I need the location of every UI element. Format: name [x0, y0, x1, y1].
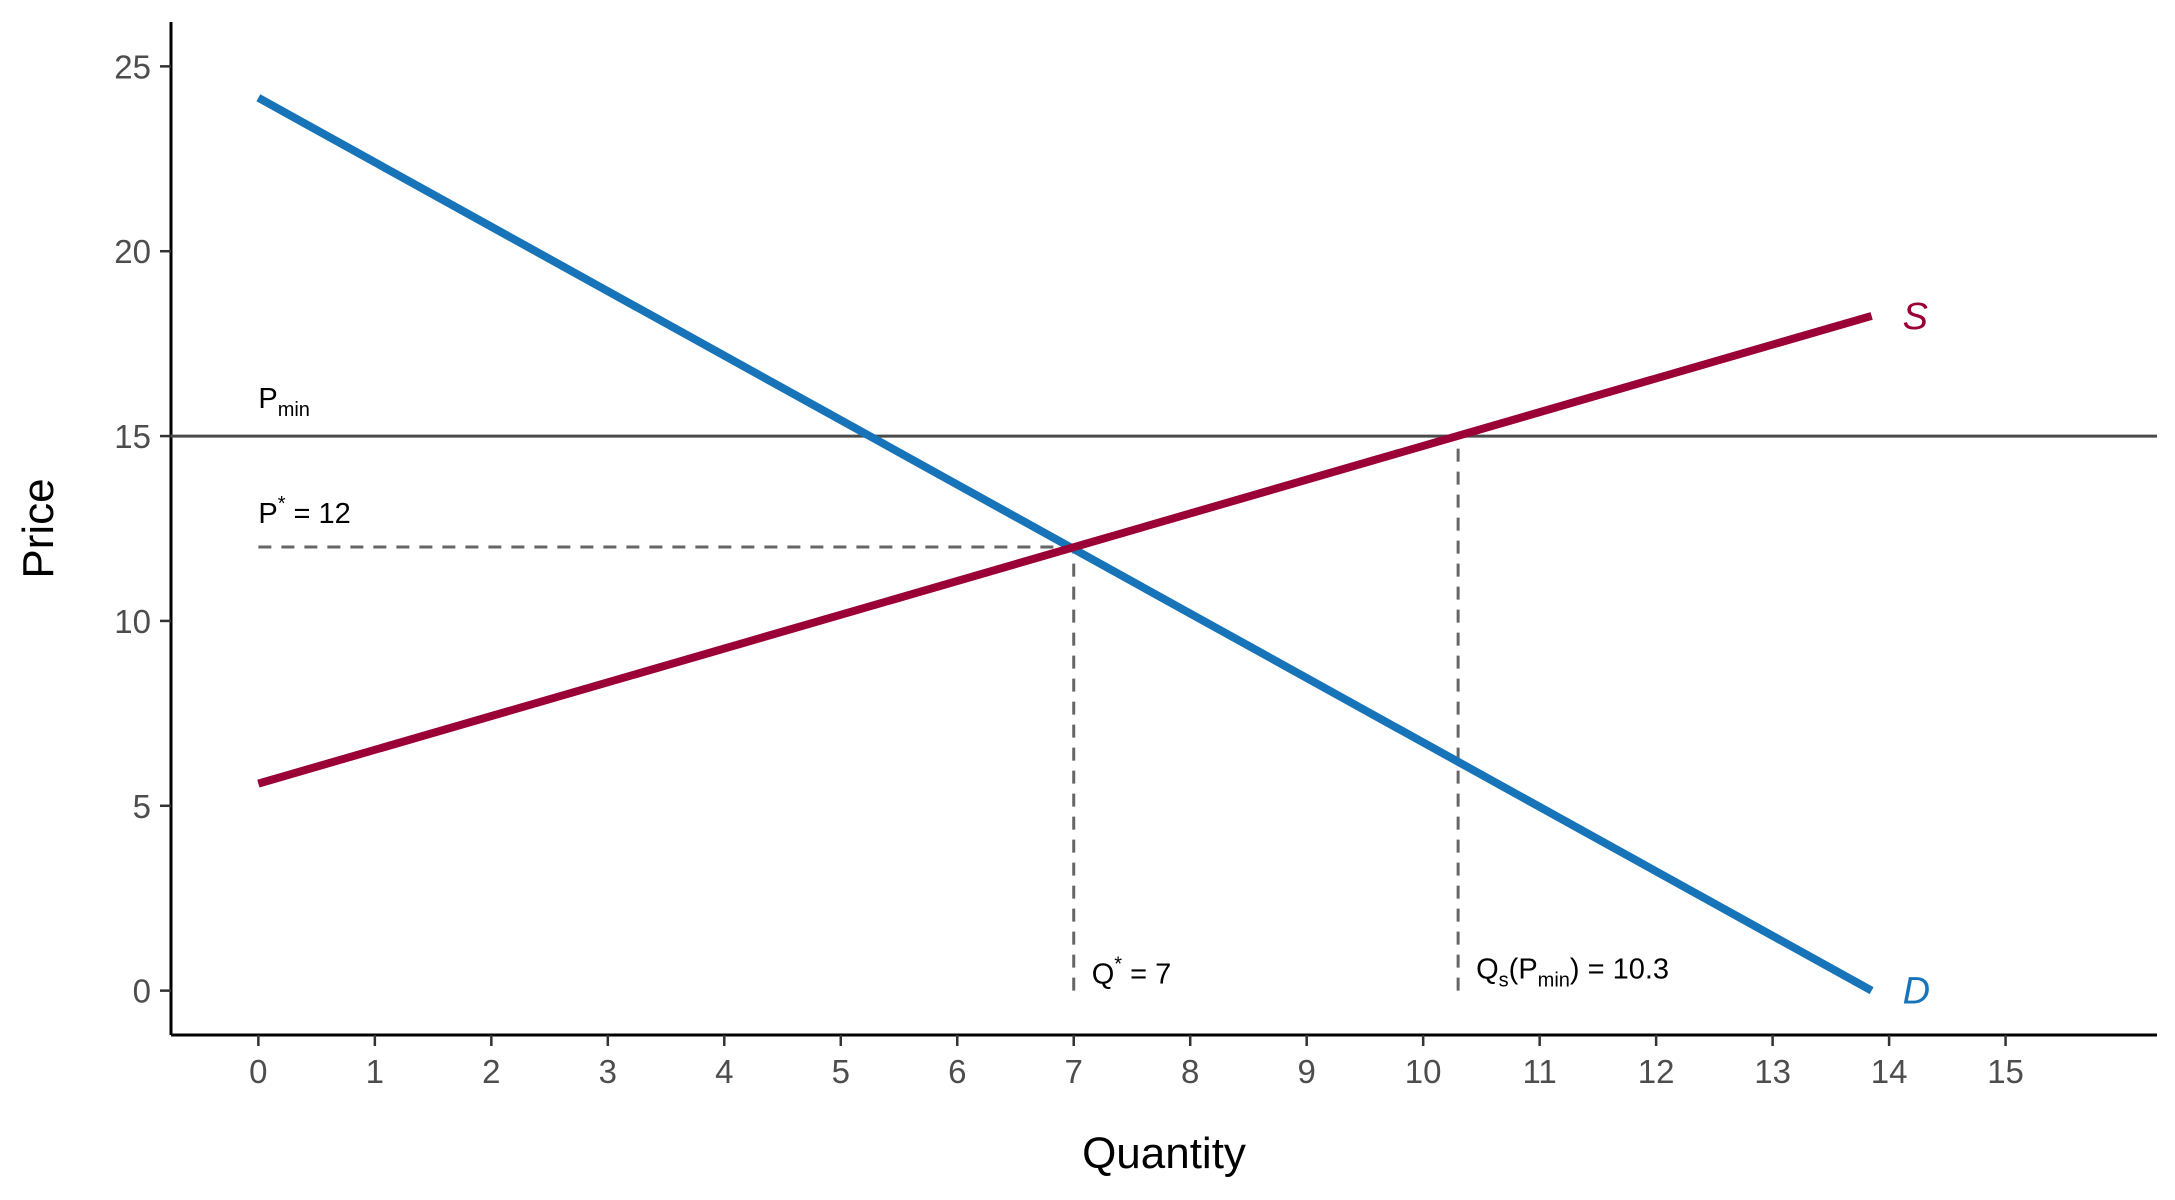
guides	[258, 436, 1460, 991]
y-tick-label: 5	[133, 788, 151, 825]
x-tick-label: 6	[948, 1053, 966, 1090]
x-tick-label: 5	[832, 1053, 850, 1090]
x-tick-label: 14	[1871, 1053, 1908, 1090]
qs-pmin-label: Qs(Pmin) = 10.3	[1476, 954, 1669, 992]
demand-curve	[256, 94, 1874, 995]
y-axis-title: Price	[14, 478, 63, 578]
x-tick-label: 11	[1523, 1053, 1557, 1090]
supply-curve	[257, 312, 1873, 788]
x-tick-label: 10	[1405, 1053, 1442, 1090]
x-tick-label: 8	[1181, 1053, 1199, 1090]
y-tick-label: 20	[114, 233, 151, 270]
pmin-label: Pmin	[258, 383, 310, 421]
x-tick-label: 1	[366, 1053, 384, 1090]
q-star-label: Q* = 7	[1092, 954, 1172, 991]
series	[256, 94, 1874, 995]
x-tick-label: 2	[482, 1053, 500, 1090]
y-tick-label: 0	[133, 973, 151, 1010]
x-tick-label: 12	[1638, 1053, 1675, 1090]
y-tick-label: 10	[114, 603, 151, 640]
x-tick-label: 15	[1987, 1053, 2024, 1090]
x-tick-label: 4	[715, 1053, 733, 1090]
x-axis-title: Quantity	[1082, 1129, 1246, 1178]
p-star-label: P* = 12	[258, 493, 350, 530]
y-tick-label: 25	[114, 48, 151, 85]
x-tick-label: 13	[1754, 1053, 1791, 1090]
x-tick-label: 9	[1298, 1053, 1316, 1090]
x-tick-label: 0	[249, 1053, 267, 1090]
y-tick-label: 15	[114, 418, 151, 455]
x-tick-label: 3	[599, 1053, 617, 1090]
x-tick-label: 7	[1065, 1053, 1083, 1090]
demand-curve-label: D	[1903, 971, 1930, 1013]
supply-curve-label: S	[1903, 296, 1928, 338]
